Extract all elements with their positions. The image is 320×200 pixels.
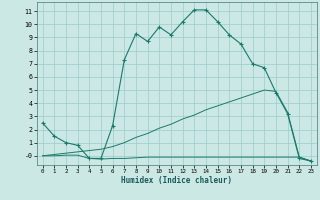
X-axis label: Humidex (Indice chaleur): Humidex (Indice chaleur) [121,176,232,185]
